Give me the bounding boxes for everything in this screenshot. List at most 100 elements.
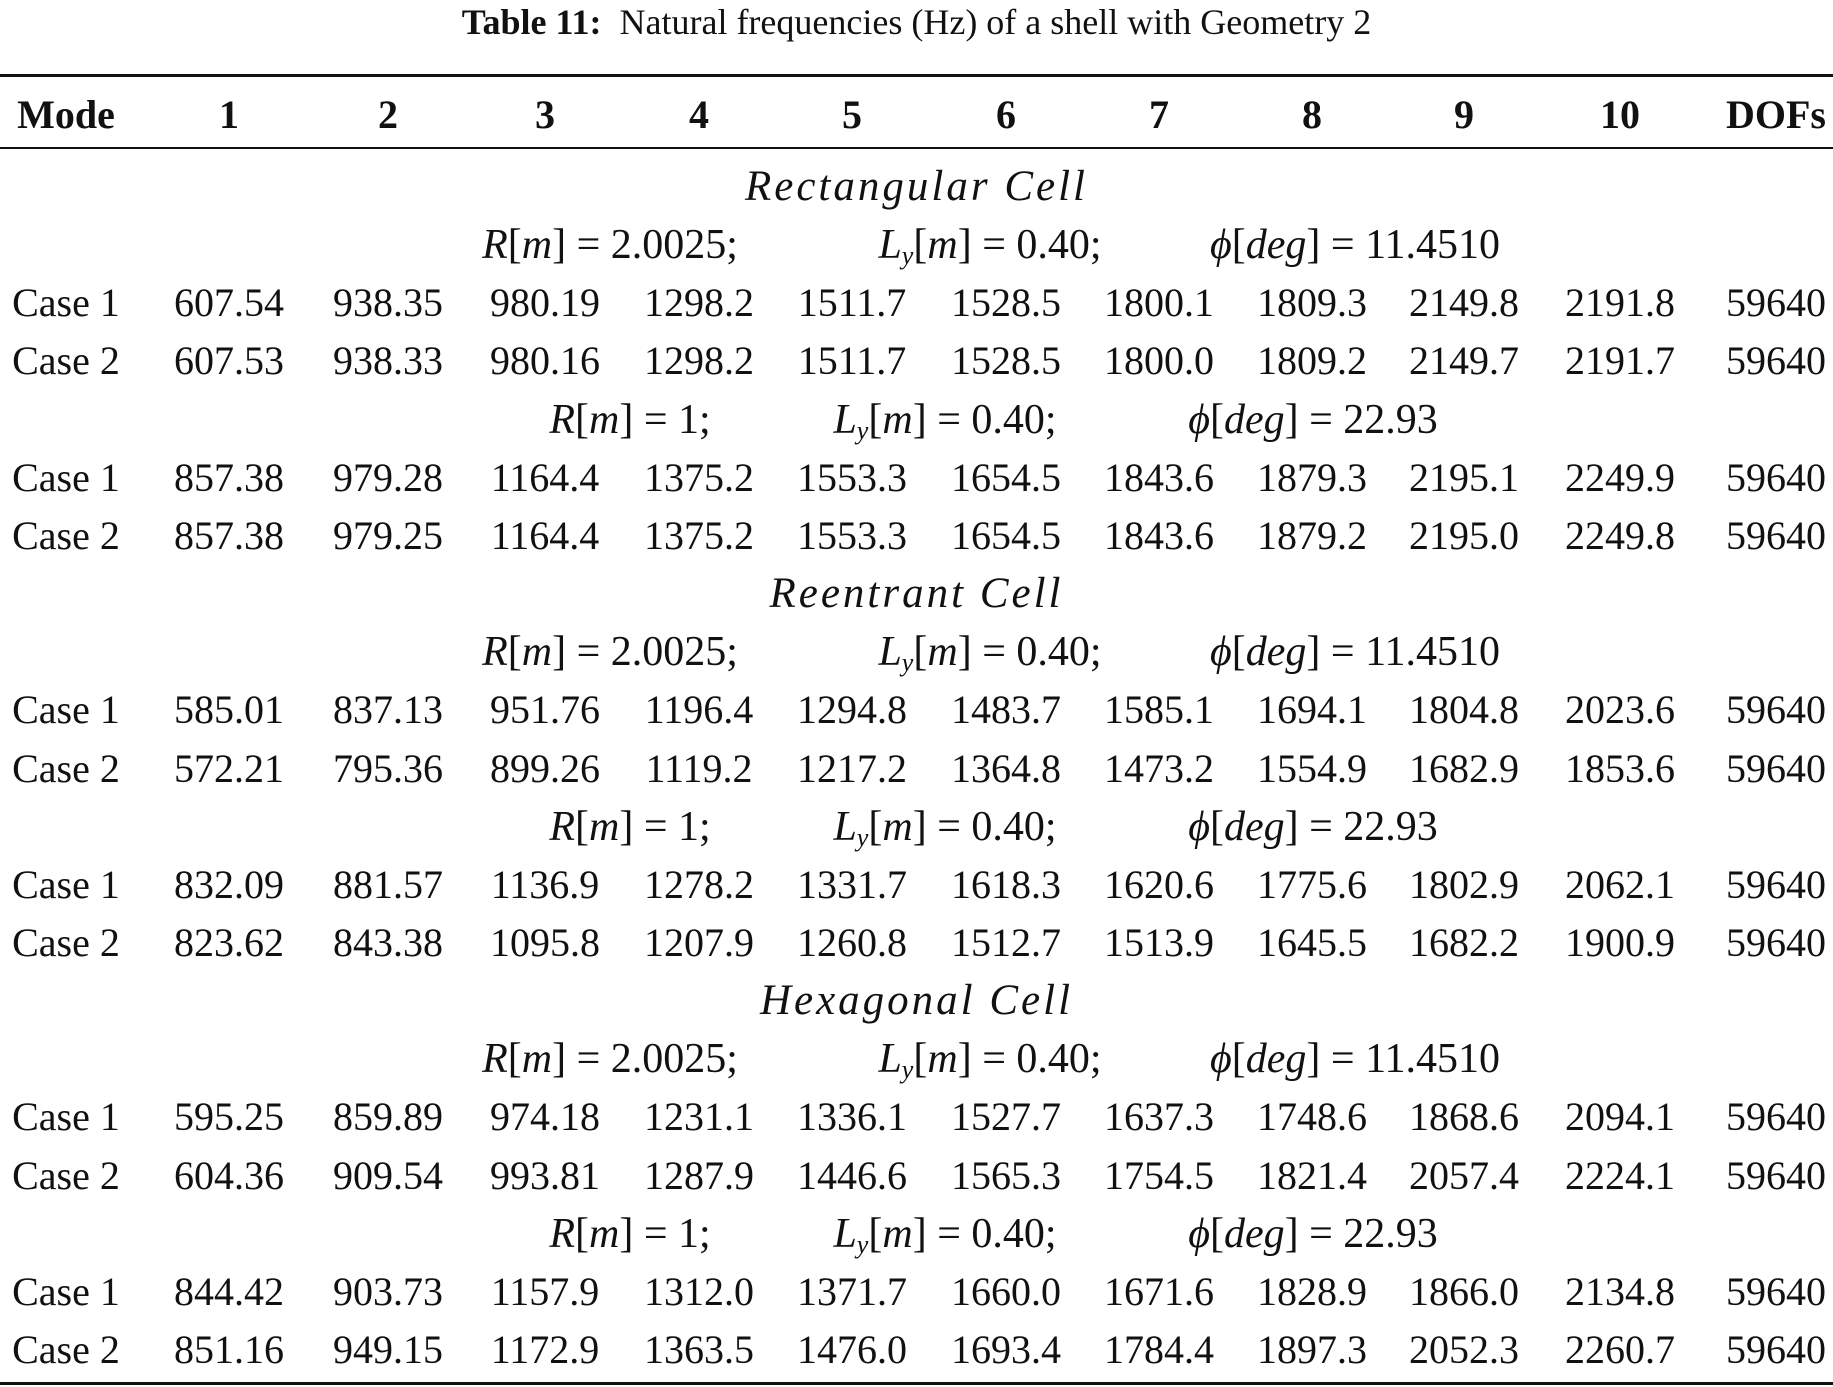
frequency-cell: 1800.0 (1104, 338, 1214, 384)
frequency-cell: 2149.8 (1409, 280, 1519, 326)
frequency-cell: 881.57 (333, 861, 443, 907)
angle-symbol: ϕ (1188, 803, 1210, 850)
table-row: Case 2 851.16 949.15 1172.9 1363.5 1476.0 1693… (0, 1321, 1833, 1379)
case-label: Case 1 (12, 454, 120, 500)
length-unit: m (882, 1210, 913, 1257)
table-row: Case 1 607.54 938.35 980.19 1298.2 1511.7 1528… (0, 274, 1833, 332)
frequency-cell: 1682.2 (1409, 919, 1519, 965)
radius-parameter: R[m] = 2.0025; (482, 1036, 738, 1083)
radius-value: = 2.0025; (576, 1036, 738, 1083)
radius-unit: m (588, 396, 620, 443)
frequency-cell: 1900.9 (1565, 919, 1675, 965)
length-parameter: Ly[m] = 0.40; (833, 803, 1057, 852)
angle-parameter: ϕ[deg] = 11.4510 (1209, 629, 1501, 676)
radius-symbol: R (549, 1210, 575, 1257)
frequency-cell: 2195.0 (1409, 512, 1519, 558)
parameter-row: R[m] = 1; Ly[m] = 0.40; ϕ[deg] = 22.93 (0, 391, 1833, 449)
header-mode-5: 5 (842, 92, 862, 137)
frequency-cell: 1260.8 (797, 919, 907, 965)
frequency-cell: 1298.2 (644, 280, 754, 326)
case-label: Case 2 (12, 338, 120, 384)
frequency-cell: 1363.5 (644, 1327, 754, 1372)
frequency-cell: 1843.6 (1104, 512, 1214, 558)
frequency-cell: 949.15 (333, 1327, 443, 1372)
case-label: Case 2 (12, 1327, 120, 1372)
frequency-cell: 1637.3 (1104, 1094, 1214, 1140)
frequency-cell: 1511.7 (797, 280, 907, 326)
frequency-cell: 1511.7 (797, 338, 907, 384)
frequency-cell: 1694.1 (1257, 687, 1367, 733)
frequency-cell: 607.54 (174, 280, 284, 326)
length-subscript: y (856, 822, 869, 852)
angle-value: = 11.4510 (1330, 1036, 1501, 1083)
dofs-cell: 59640 (1726, 745, 1826, 791)
frequency-cell: 951.76 (490, 687, 600, 733)
frequency-cell: 851.16 (174, 1327, 284, 1372)
frequency-cell: 832.09 (174, 861, 284, 907)
frequency-cell: 2260.7 (1565, 1327, 1675, 1372)
case-label: Case 2 (12, 1152, 120, 1198)
length-unit: m (882, 396, 913, 443)
angle-unit: deg (1223, 803, 1285, 850)
radius-unit: m (521, 629, 553, 676)
frequency-cell: 1483.7 (951, 687, 1061, 733)
frequency-cell: 2249.9 (1565, 454, 1675, 500)
header-rule (0, 147, 1833, 149)
frequency-cell: 1371.7 (797, 1268, 907, 1314)
angle-unit: deg (1245, 1036, 1307, 1083)
angle-parameter: ϕ[deg] = 22.93 (1188, 1210, 1438, 1257)
frequency-cell: 2149.7 (1409, 338, 1519, 384)
frequency-cell: 1828.9 (1257, 1268, 1367, 1314)
header-mode-9: 9 (1454, 92, 1474, 137)
length-parameter: Ly[m] = 0.40; (878, 1036, 1102, 1085)
header-mode-6: 6 (996, 92, 1016, 137)
frequency-cell: 1196.4 (644, 687, 754, 733)
frequency-cell: 1298.2 (644, 338, 754, 384)
length-parameter: Ly[m] = 0.40; (878, 629, 1102, 678)
case-label: Case 1 (12, 1268, 120, 1314)
frequency-cell: 1446.6 (797, 1152, 907, 1198)
frequency-cell: 980.16 (490, 338, 600, 384)
frequency-cell: 974.18 (490, 1094, 600, 1140)
angle-unit: deg (1245, 629, 1307, 676)
angle-unit: deg (1245, 222, 1307, 269)
case-label: Case 2 (12, 745, 120, 791)
frequency-cell: 595.25 (174, 1094, 284, 1140)
length-unit: m (882, 803, 913, 850)
frequency-cell: 1802.9 (1409, 861, 1519, 907)
frequency-cell: 1654.5 (951, 454, 1061, 500)
radius-value: = 1; (643, 396, 711, 443)
length-value: = 0.40; (982, 629, 1102, 676)
header-mode-4: 4 (689, 92, 709, 137)
angle-value: = 22.93 (1309, 1210, 1438, 1257)
radius-unit: m (521, 1036, 553, 1083)
frequency-cell: 1287.9 (644, 1152, 754, 1198)
length-value: = 0.40; (937, 396, 1057, 443)
dofs-cell: 59640 (1726, 1152, 1826, 1198)
header-mode-3: 3 (535, 92, 555, 137)
case-label: Case 1 (12, 861, 120, 907)
frequency-cell: 1804.8 (1409, 687, 1519, 733)
table-row: Case 2 572.21 795.36 899.26 1119.2 1217.2 1364… (0, 740, 1833, 798)
frequency-cell: 1866.0 (1409, 1268, 1519, 1314)
parameter-row: R[m] = 1; Ly[m] = 0.40; ϕ[deg] = 22.93 (0, 798, 1833, 856)
frequency-cell: 857.38 (174, 512, 284, 558)
parameter-row: R[m] = 2.0025; Ly[m] = 0.40; ϕ[deg] = 11.4… (0, 1030, 1833, 1088)
frequency-cell: 1217.2 (797, 745, 907, 791)
length-symbol: L (878, 629, 902, 676)
header-mode-10: 10 (1600, 92, 1640, 137)
dofs-cell: 59640 (1726, 338, 1826, 384)
parameter-row: R[m] = 1; Ly[m] = 0.40; ϕ[deg] = 22.93 (0, 1205, 1833, 1263)
frequency-cell: 604.36 (174, 1152, 284, 1198)
header-mode-1: 1 (219, 92, 239, 137)
header-row: Mode 1 2 3 4 5 6 7 8 9 10 DOFs (0, 86, 1833, 144)
frequency-cell: 607.53 (174, 338, 284, 384)
radius-symbol: R (482, 629, 508, 676)
frequency-cell: 993.81 (490, 1152, 600, 1198)
frequency-cell: 1879.2 (1257, 512, 1367, 558)
frequency-cell: 837.13 (333, 687, 443, 733)
length-subscript: y (856, 1229, 869, 1259)
length-symbol: L (833, 396, 857, 443)
table-caption-label: Table 11: (461, 2, 602, 42)
frequency-cell: 1119.2 (645, 745, 753, 791)
